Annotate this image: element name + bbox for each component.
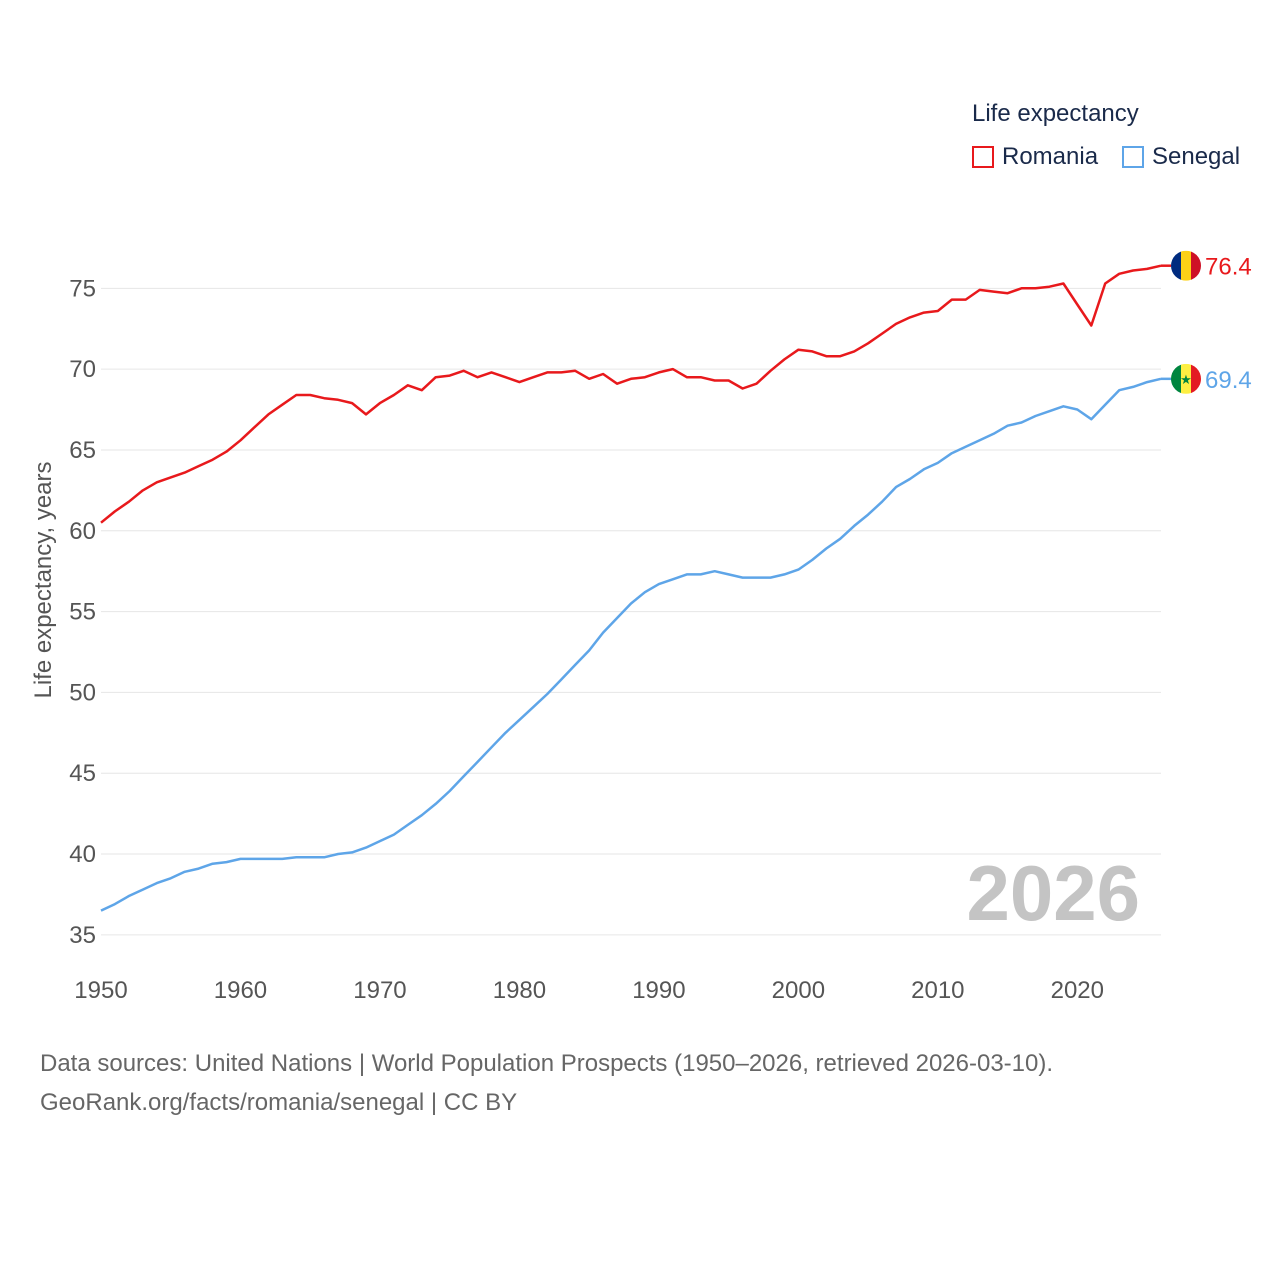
x-tick-label: 2000 [772, 977, 825, 1004]
x-tick-label: 1990 [632, 977, 685, 1004]
x-tick-label: 1980 [493, 977, 546, 1004]
end-value-label-romania: 76.4 [1205, 254, 1252, 281]
x-axis-ticks: 1950 1960 1970 1980 1990 2000 2010 2020 [74, 977, 1104, 1004]
series-line-romania [100, 264, 1162, 524]
y-tick-label: 60 [69, 518, 96, 545]
series-line-senegal [100, 377, 1162, 912]
grid-lines [101, 287, 1161, 936]
senegal-flag-icon: ★ [1171, 363, 1201, 394]
svg-text:★: ★ [1180, 373, 1192, 388]
y-tick-label: 45 [69, 760, 96, 787]
legend-item-romania[interactable]: Romania [972, 143, 1098, 171]
data-sources: Data sources: United Nations | World Pop… [40, 1044, 1053, 1122]
y-axis-label: Life expectancy, years [30, 461, 57, 698]
legend-swatch-romania [972, 146, 994, 168]
series-lines [100, 264, 1162, 912]
y-axis-ticks: 35 40 45 50 55 60 65 70 75 [69, 275, 96, 949]
y-tick-label: 75 [69, 275, 96, 302]
legend-item-senegal[interactable]: Senegal [1122, 143, 1240, 171]
romania-flag-icon [1171, 250, 1201, 281]
y-tick-label: 65 [69, 437, 96, 464]
x-tick-label: 1970 [353, 977, 406, 1004]
x-tick-label: 1960 [214, 977, 267, 1004]
end-markers: 76.4 ★ 69.4 [1161, 250, 1252, 394]
sources-line-2: GeoRank.org/facts/romania/senegal | CC B… [40, 1089, 518, 1116]
legend-title: Life expectancy [972, 100, 1139, 127]
x-tick-label: 2010 [911, 977, 964, 1004]
legend-label-romania: Romania [1002, 143, 1099, 170]
y-tick-label: 70 [69, 356, 96, 383]
x-tick-label: 2020 [1051, 977, 1104, 1004]
x-tick-label: 1950 [74, 977, 127, 1004]
y-tick-label: 50 [69, 679, 96, 706]
legend-swatch-senegal [1122, 146, 1144, 168]
legend-label-senegal: Senegal [1152, 143, 1241, 170]
y-tick-label: 55 [69, 599, 96, 626]
end-value-label-senegal: 69.4 [1205, 367, 1252, 394]
y-tick-label: 40 [69, 841, 96, 868]
y-tick-label: 35 [69, 922, 96, 949]
year-label: 2026 [966, 849, 1140, 937]
sources-line-1: Data sources: United Nations | World Pop… [40, 1050, 1054, 1077]
